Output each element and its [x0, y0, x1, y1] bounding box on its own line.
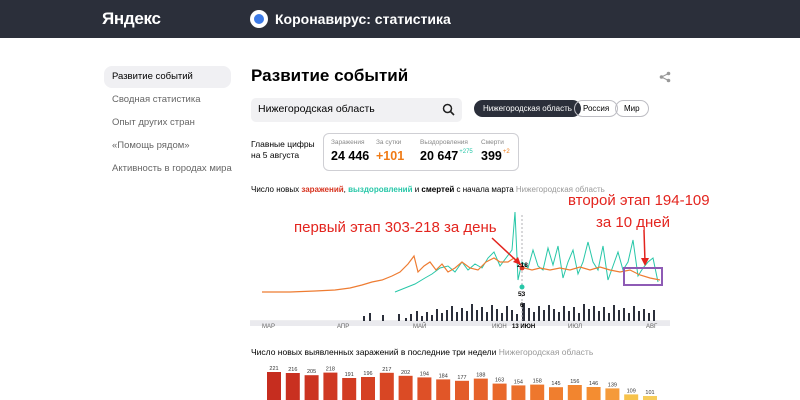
bar-8[interactable]	[417, 377, 432, 400]
bar-label-3: 218	[326, 367, 335, 373]
bar-18[interactable]	[605, 388, 620, 400]
bar-19[interactable]	[624, 394, 639, 400]
bar-label-11: 188	[476, 373, 485, 379]
stat-recovered: Выздоровления 20 647+275	[420, 139, 473, 163]
sidebar-item-events[interactable]: Развитие событий	[104, 66, 231, 88]
bar-15[interactable]	[549, 387, 563, 400]
bar-label-2: 205	[307, 369, 316, 375]
bar-20[interactable]	[643, 396, 657, 400]
sidebar-item-other-countries[interactable]: Опыт других стран	[112, 117, 195, 128]
summary-label: Главные цифры на 5 августа	[251, 139, 315, 160]
sidebar-item-help[interactable]: «Помощь рядом»	[112, 140, 190, 151]
bar-label-12: 163	[495, 378, 504, 384]
bar-7[interactable]	[398, 375, 413, 400]
svg-text:ИЮН: ИЮН	[492, 324, 507, 330]
bar-2[interactable]	[304, 375, 319, 400]
bar-label-8: 194	[420, 371, 429, 377]
bar-4[interactable]	[342, 378, 357, 400]
sidebar-item-summary[interactable]: Сводная статистика	[112, 94, 201, 105]
annotation-first-stage: первый этап 303-218 за день	[294, 219, 497, 236]
svg-text:АПР: АПР	[337, 324, 349, 330]
bar-label-13: 154	[514, 379, 523, 385]
bar-label-10: 177	[457, 375, 466, 381]
summary-stats: Заражения 24 446 За сутки +101 Выздоровл…	[323, 133, 519, 171]
bar-16[interactable]	[567, 385, 582, 400]
bar-label-9: 184	[439, 373, 448, 379]
bar-label-5: 196	[363, 371, 372, 377]
deaths-bars	[363, 303, 655, 321]
covid-logo-icon	[250, 10, 268, 28]
bar-label-18: 139	[608, 382, 617, 388]
top-bar: Яндекс Коронавирус: статистика	[0, 0, 800, 38]
cases-line	[262, 254, 661, 293]
page-title: Развитие событий	[251, 66, 409, 85]
svg-text:МАЙ: МАЙ	[413, 322, 426, 330]
peak-label: 218	[517, 262, 528, 269]
yandex-logo[interactable]: Яндекс	[102, 9, 161, 28]
stat-deaths: Смерти 399+2	[481, 139, 510, 163]
bar-5[interactable]	[361, 377, 375, 400]
bar-1[interactable]	[285, 373, 300, 400]
chip-nizhny-region[interactable]: Нижегородская область	[474, 100, 581, 117]
bar-label-15: 145	[551, 381, 560, 387]
search-value: Нижегородская область	[258, 103, 375, 115]
bar-11[interactable]	[473, 378, 488, 400]
bar-17[interactable]	[586, 387, 601, 400]
bar-10[interactable]	[455, 380, 469, 400]
annotation-second-stage: второй этап 194-109	[568, 192, 710, 209]
deaths-label: 6	[520, 302, 524, 309]
sidebar-item-city-activity[interactable]: Активность в городах мира	[112, 163, 232, 174]
chart-caption: Число новых заражений, выздоровлений и с…	[251, 185, 605, 194]
chip-world[interactable]: Мир	[615, 100, 649, 117]
chart2-caption: Число новых выявленных заражений в после…	[251, 347, 594, 357]
bar-label-7: 202	[401, 370, 410, 376]
bar-label-4: 191	[345, 372, 354, 378]
bar-label-6: 217	[382, 367, 391, 373]
region-search-input[interactable]: Нижегородская область	[251, 98, 462, 122]
bar-label-16: 156	[570, 379, 579, 385]
stat-today: За сутки +101	[376, 139, 405, 163]
bar-label-19: 109	[627, 388, 636, 394]
bar-label-17: 146	[589, 381, 598, 387]
bar-14[interactable]	[530, 384, 545, 400]
bar-3[interactable]	[323, 372, 338, 400]
bar-label-14: 158	[533, 379, 542, 385]
recovered-line	[394, 211, 659, 293]
bar-label-0: 221	[269, 366, 278, 372]
stat-cases: Заражения 24 446	[331, 139, 370, 163]
month-axis: МАР АПР МАЙ ИЮН 13 ИЮН ИЮЛ АВГ	[262, 322, 658, 330]
svg-text:АВГ: АВГ	[646, 324, 658, 330]
bar-0[interactable]	[267, 372, 281, 400]
bar-13[interactable]	[511, 385, 526, 400]
svg-text:МАР: МАР	[262, 324, 275, 330]
bar-12[interactable]	[492, 383, 507, 400]
bar-6[interactable]	[379, 372, 394, 400]
bar-9[interactable]	[436, 379, 451, 400]
bar-label-20: 101	[645, 390, 654, 396]
svg-text:ИЮЛ: ИЮЛ	[568, 324, 582, 330]
sidebar: Развитие событий Сводная статистика Опыт…	[104, 66, 232, 181]
annotation-second-stage-days: за 10 дней	[596, 214, 670, 231]
low-label: 53	[518, 291, 526, 298]
search-icon[interactable]	[442, 103, 455, 116]
app-title[interactable]: Коронавирус: статистика	[275, 11, 451, 27]
share-icon[interactable]	[659, 71, 671, 83]
bar-label-1: 216	[288, 367, 297, 373]
svg-text:13 ИЮН: 13 ИЮН	[512, 324, 535, 330]
